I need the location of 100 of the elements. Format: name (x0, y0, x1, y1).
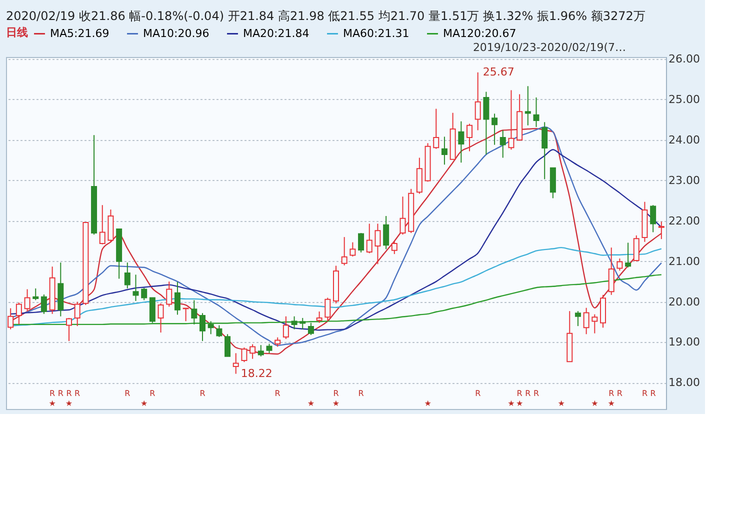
y-tick-label: 23.00 (668, 174, 700, 187)
candlestick (400, 196, 406, 236)
candlestick (500, 130, 506, 158)
annotation: ★ (608, 399, 615, 408)
candlestick (300, 317, 306, 330)
annotation: R (475, 389, 482, 398)
legend-label: MA120:20.67 (443, 26, 516, 40)
annotation: R (66, 389, 72, 398)
candlestick (542, 122, 548, 180)
annotation: R (200, 389, 206, 398)
candlestick (316, 310, 322, 324)
candlestick (241, 347, 248, 363)
candlestick (200, 312, 206, 342)
text: 2019/10/23-2020/02/19(7… (472, 41, 626, 54)
annotation: ★ (591, 399, 598, 408)
candlestick (592, 314, 598, 334)
candlestick (492, 113, 498, 146)
candlestick (274, 336, 281, 348)
candlestick (416, 157, 422, 194)
y-tick-label: 26.00 (668, 52, 700, 66)
annotation: R (608, 389, 615, 398)
candlestick (32, 288, 39, 301)
candlestick (224, 334, 231, 357)
candlestick (625, 242, 632, 268)
y-tick-label: 21.00 (668, 254, 700, 268)
candlestick (282, 316, 289, 340)
candlestick (583, 307, 590, 335)
candlestick (658, 221, 664, 240)
annotation: R (525, 389, 532, 398)
annotation: R (274, 389, 281, 398)
candlestick (483, 91, 490, 156)
candlestick (508, 90, 514, 150)
candlestick (366, 223, 372, 254)
candlestick (141, 288, 148, 301)
annotation: R (642, 389, 648, 398)
candlestick (358, 232, 364, 253)
candlestick (533, 96, 540, 128)
annotation: R (358, 389, 364, 398)
candlestick (250, 344, 256, 360)
candlestick (191, 300, 198, 325)
annotation: ★ (65, 399, 73, 408)
candlestick (16, 302, 22, 325)
candlestick (216, 324, 222, 338)
candlestick (232, 352, 239, 374)
y-tick-label: 18.00 (668, 376, 700, 390)
annotation: 18.22 (240, 366, 272, 380)
y-tick-label: 22.00 (668, 214, 700, 228)
candlestick (383, 216, 390, 250)
candlestick (458, 120, 464, 164)
y-tick-label: 24.00 (668, 133, 700, 146)
candlestick (208, 320, 214, 335)
candlestick (474, 72, 481, 131)
candlestick (24, 288, 30, 312)
annotation: ★ (558, 399, 565, 408)
annotation: R (150, 389, 156, 398)
candlestick (608, 247, 614, 296)
annotation: 25.67 (482, 65, 514, 78)
annotation: ★ (516, 399, 524, 408)
annotation: R (616, 389, 623, 398)
candlestick (441, 136, 448, 166)
candlestick (616, 258, 623, 272)
candlestick (308, 322, 314, 336)
annotation: R (124, 389, 131, 398)
candlestick (258, 344, 264, 357)
legend-label: MA10:20.96 (143, 26, 210, 40)
candlestick (433, 108, 440, 150)
candlestick (124, 262, 130, 289)
candlestick (166, 281, 172, 308)
candlestick (174, 281, 180, 316)
candlestick (291, 316, 298, 330)
candlestick (99, 204, 106, 245)
candlestick (466, 123, 472, 152)
chart-title: 2020/02/19 收21.86 幅-0.18%(-0.04) 开21.84 高21.98 低21.55 均21.70 量1.51万 换1.32% 振1.96% 额3272万 (6, 9, 646, 23)
candlestick (132, 274, 139, 302)
candlestick (149, 297, 156, 324)
annotation: ★ (508, 399, 515, 408)
candlestick (350, 242, 356, 257)
annotation: R (50, 389, 56, 398)
candlestick (40, 294, 47, 314)
candlestick (266, 343, 272, 354)
annotation: ★ (332, 399, 340, 408)
legend-label: MA60:21.31 (343, 26, 410, 40)
candlestick (633, 234, 640, 262)
annotation: R (333, 389, 340, 398)
candlestick (650, 204, 656, 233)
candlestick (524, 86, 531, 126)
y-tick-label: 20.00 (668, 295, 700, 308)
annotation: R (58, 389, 64, 398)
candlestick (574, 310, 581, 327)
legend-label: MA5:21.69 (50, 26, 110, 40)
candlestick (74, 301, 80, 327)
annotation: R (74, 389, 81, 398)
candlestick (391, 240, 398, 255)
y-tick-label: 19.00 (668, 336, 700, 349)
legend-label: MA20:21.84 (243, 26, 310, 40)
annotation: ★ (424, 399, 432, 408)
candlestick (341, 236, 348, 266)
annotation: ★ (140, 399, 148, 408)
annotation: R (533, 389, 540, 398)
candlestick (374, 223, 381, 265)
